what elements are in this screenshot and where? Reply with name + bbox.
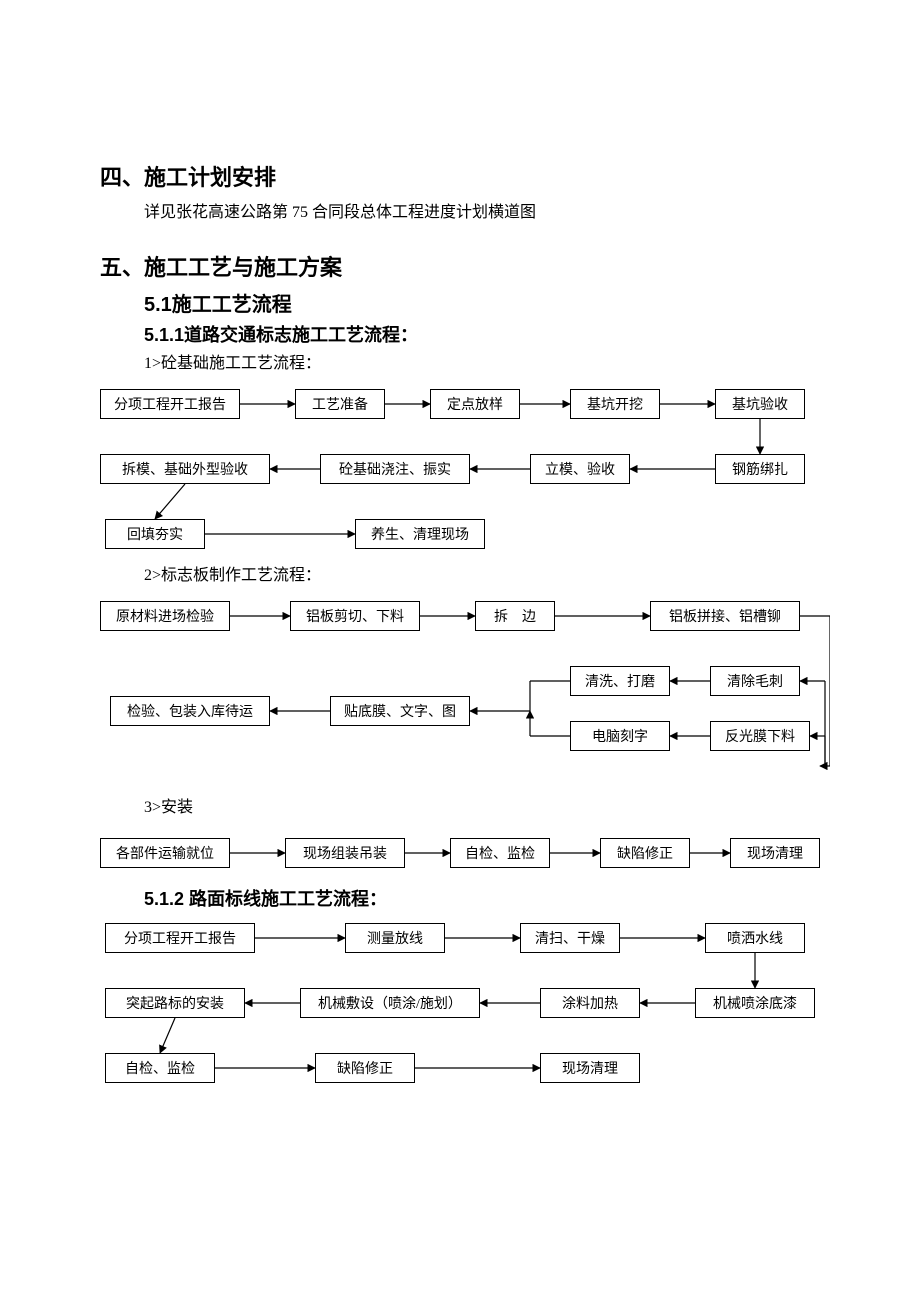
flow-node: 涂料加热: [540, 988, 640, 1018]
flow-node: 砼基础浇注、振实: [320, 454, 470, 484]
flow-node: 机械喷涂底漆: [695, 988, 815, 1018]
flow-node: 回填夯实: [105, 519, 205, 549]
flow-node: 立模、验收: [530, 454, 630, 484]
flow-node: 现场清理: [540, 1053, 640, 1083]
flow-node: 铝板拼接、铝槽铆: [650, 601, 800, 631]
flow-node: 拆 边: [475, 601, 555, 631]
flow-node: 定点放样: [430, 389, 520, 419]
flow-node: 清除毛刺: [710, 666, 800, 696]
flow-node: 机械敷设（喷涂/施划）: [300, 988, 480, 1018]
flow-node: 贴底膜、文字、图: [330, 696, 470, 726]
flowchart-installation: 各部件运输就位 现场组装吊装 自检、监检 缺陷修正 现场清理: [90, 823, 830, 883]
flow2-caption: 2>标志板制作工艺流程：: [144, 561, 820, 585]
flow-node: 测量放线: [345, 923, 445, 953]
flow-node: 缺陷修正: [315, 1053, 415, 1083]
flow-node: 钢筋绑扎: [715, 454, 805, 484]
flow-node: 电脑刻字: [570, 721, 670, 751]
flow-node: 突起路标的安装: [105, 988, 245, 1018]
flow1-caption: 1>砼基础施工工艺流程：: [144, 349, 820, 373]
flow3-caption: 3>安装: [144, 793, 820, 817]
section-5-1-2-title: 5.1.2 路面标线施工工艺流程：: [144, 885, 820, 911]
flow-node: 现场组装吊装: [285, 838, 405, 868]
flow-node: 自检、监检: [450, 838, 550, 868]
flow-node: 自检、监检: [105, 1053, 215, 1083]
flow-node: 清扫、干燥: [520, 923, 620, 953]
section-5-1-1-title: 5.1.1道路交通标志施工工艺流程：: [144, 321, 820, 347]
flow-node: 缺陷修正: [600, 838, 690, 868]
section-4-body: 详见张花高速公路第 75 合同段总体工程进度计划横道图: [144, 198, 820, 222]
flow-node: 喷洒水线: [705, 923, 805, 953]
flow-node: 工艺准备: [295, 389, 385, 419]
flow-node: 清洗、打磨: [570, 666, 670, 696]
flow-node: 反光膜下料: [710, 721, 810, 751]
flowchart-sign-panel: 原材料进场检验 铝板剪切、下料 拆 边 铝板拼接、铝槽铆清洗、打磨 清除毛刺电脑刻字 反光…: [90, 591, 830, 791]
flow-node: 基坑验收: [715, 389, 805, 419]
flow-node: 养生、清理现场: [355, 519, 485, 549]
flowchart-concrete-foundation: 分项工程开工报告 工艺准备 定点放样 基坑开挖 基坑验收拆模、基础外型验收 砼基础浇注、振…: [90, 379, 830, 559]
flow-node: 铝板剪切、下料: [290, 601, 420, 631]
flow-node: 各部件运输就位: [100, 838, 230, 868]
flow-node: 分项工程开工报告: [100, 389, 240, 419]
section-5-1-title: 5.1施工工艺流程: [144, 288, 820, 317]
flowchart-road-marking: 分项工程开工报告 测量放线 清扫、干燥 喷洒水线突起路标的安装 机械敷设（喷涂/施划） 涂…: [90, 913, 830, 1113]
flow-node: 现场清理: [730, 838, 820, 868]
section-5-title: 五、施工工艺与施工方案: [100, 250, 820, 282]
flow-node: 检验、包装入库待运: [110, 696, 270, 726]
flow-node: 原材料进场检验: [100, 601, 230, 631]
flow-node: 拆模、基础外型验收: [100, 454, 270, 484]
flow-node: 基坑开挖: [570, 389, 660, 419]
section-4-title: 四、施工计划安排: [100, 160, 820, 192]
flow-node: 分项工程开工报告: [105, 923, 255, 953]
